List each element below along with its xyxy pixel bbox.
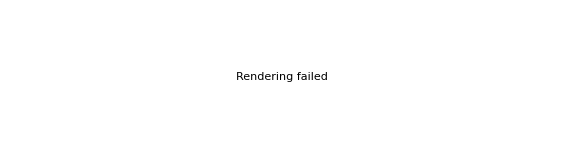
Text: Rendering failed: Rendering failed xyxy=(235,71,328,82)
